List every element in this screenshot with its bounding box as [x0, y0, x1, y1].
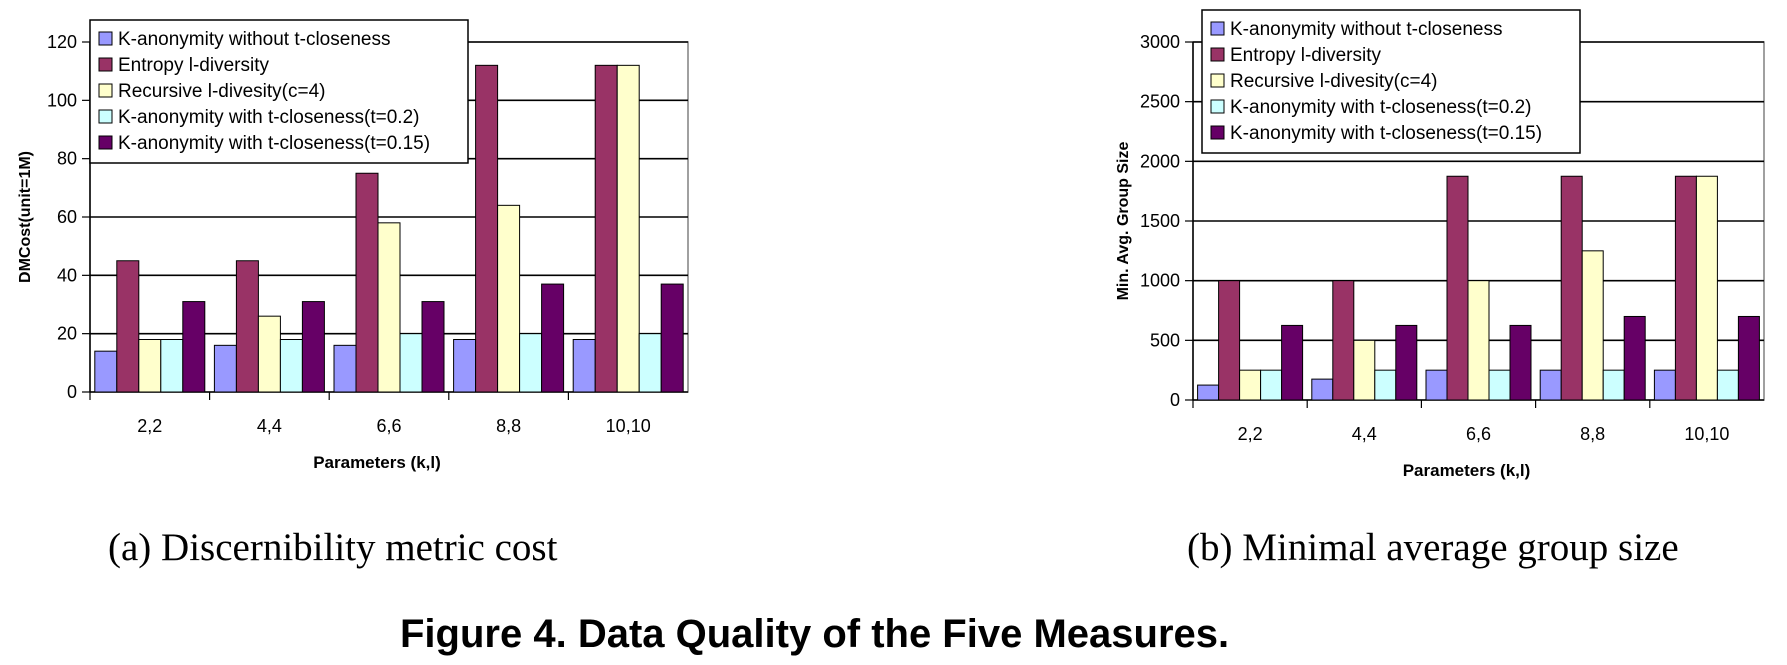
- a-bar-s2-c2: [377, 222, 401, 393]
- a-ytick-label: 120: [47, 32, 77, 52]
- a-legend-label-3: K-anonymity with t-closeness(t=0.2): [118, 107, 419, 128]
- b-ytick-label: 1500: [1140, 211, 1180, 231]
- a-xtick-label: 6,6: [376, 416, 401, 436]
- a-ytick-label: 0: [67, 382, 77, 402]
- b-bar-s3-c4: [1716, 369, 1739, 401]
- a-y-axis-label: DMCost(unit=1M): [17, 151, 34, 283]
- a-ytick-label: 60: [57, 207, 77, 227]
- b-bar-s1-c1: [1332, 280, 1355, 401]
- b-legend-label-4: K-anonymity with t-closeness(t=0.15): [1230, 123, 1542, 144]
- a-xtick-label: 4,4: [257, 416, 282, 436]
- b-y-axis-label: Min. Avg. Group Size: [1115, 141, 1132, 300]
- a-ytick-label: 20: [57, 324, 77, 344]
- b-bar-s2-c0: [1239, 369, 1262, 401]
- b-legend: [1201, 9, 1581, 154]
- a-legend: [89, 19, 469, 164]
- b-xtick-label: 10,10: [1684, 424, 1729, 444]
- a-bar-s2-c4: [616, 64, 640, 393]
- a-bar-s4-c1: [301, 301, 325, 393]
- b-legend-swatch-2: [1210, 73, 1225, 88]
- a-xtick-label: 8,8: [496, 416, 521, 436]
- b-legend-label-2: Recursive l-divesity(c=4): [1230, 71, 1437, 92]
- a-ytick-label: 100: [47, 90, 77, 110]
- b-bar-s0-c4: [1653, 369, 1676, 401]
- figure-caption: Figure 4. Data Quality of the Five Measu…: [400, 612, 1230, 656]
- a-bar-s4-c0: [182, 301, 206, 393]
- b-bar-s0-c1: [1311, 378, 1334, 401]
- caption-a: (a) Discernibility metric cost: [108, 526, 558, 569]
- a-legend-label-0: K-anonymity without t-closeness: [118, 29, 390, 50]
- a-bar-s4-c2: [421, 301, 445, 393]
- b-legend-swatch-3: [1210, 99, 1225, 114]
- a-xtick-label: 10,10: [606, 416, 651, 436]
- b-legend-label-0: K-anonymity without t-closeness: [1230, 19, 1502, 40]
- b-bar-s0-c3: [1539, 369, 1562, 401]
- a-legend-swatch-0: [98, 31, 113, 46]
- b-x-axis-label: Parameters (k,l): [1403, 461, 1531, 480]
- a-x-axis-label: Parameters (k,l): [313, 453, 441, 472]
- chart-dm-cost: 0 20 40 60 80 100 120 2,2 4,4 6,6 8,8 10,10 Paramete…: [17, 19, 689, 472]
- chart-group-size: 0 500 1000 1500 2000 2500 3000 2,2 4,4 6,6 8,8 10,1…: [1115, 9, 1765, 480]
- b-legend-swatch-0: [1210, 21, 1225, 36]
- a-bar-s1-c0: [116, 260, 140, 393]
- a-xtick-label: 2,2: [137, 416, 162, 436]
- a-legend-label-2: Recursive l-divesity(c=4): [118, 81, 325, 102]
- b-xtick-label: 2,2: [1238, 424, 1263, 444]
- b-bar-s1-c2: [1446, 175, 1469, 401]
- b-ytick-label: 500: [1150, 330, 1180, 350]
- b-legend-label-1: Entropy l-diversity: [1230, 45, 1381, 66]
- a-ytick-label: 80: [57, 149, 77, 169]
- b-xtick-label: 6,6: [1466, 424, 1491, 444]
- b-ytick-label: 1000: [1140, 271, 1180, 291]
- a-bar-s4-c4: [660, 283, 684, 393]
- b-bar-s2-c1: [1353, 339, 1376, 401]
- b-bar-s1-c4: [1674, 175, 1697, 401]
- b-bar-s4-c0: [1281, 324, 1304, 401]
- b-bar-s3-c1: [1374, 369, 1397, 401]
- b-ytick-label: 2000: [1140, 151, 1180, 171]
- b-ytick-label: 0: [1170, 390, 1180, 410]
- b-legend-label-3: K-anonymity with t-closeness(t=0.2): [1230, 97, 1531, 118]
- a-legend-swatch-4: [98, 135, 113, 150]
- b-ytick-label: 2500: [1140, 92, 1180, 112]
- b-xtick-label: 4,4: [1352, 424, 1377, 444]
- a-legend-label-4: K-anonymity with t-closeness(t=0.15): [118, 133, 430, 154]
- b-bar-s4-c1: [1395, 324, 1418, 401]
- b-xtick-label: 8,8: [1580, 424, 1605, 444]
- b-bar-s2-c3: [1581, 250, 1604, 401]
- b-bar-s3-c0: [1260, 369, 1283, 401]
- b-bar-s4-c2: [1509, 324, 1532, 401]
- b-bar-s3-c2: [1488, 369, 1511, 401]
- a-legend-label-1: Entropy l-diversity: [118, 55, 269, 76]
- b-legend-swatch-1: [1210, 47, 1225, 62]
- a-bar-s2-c3: [497, 204, 521, 393]
- b-bar-s0-c2: [1425, 369, 1448, 401]
- a-legend-swatch-1: [98, 57, 113, 72]
- caption-b: (b) Minimal average group size: [1187, 526, 1679, 569]
- b-legend-swatch-4: [1210, 125, 1225, 140]
- a-ytick-label: 40: [57, 265, 77, 285]
- a-legend-swatch-3: [98, 109, 113, 124]
- b-bar-s2-c4: [1695, 175, 1718, 401]
- b-ytick-label: 3000: [1140, 32, 1180, 52]
- a-bar-s4-c3: [541, 283, 565, 393]
- b-bar-s3-c3: [1602, 369, 1625, 401]
- b-bar-s4-c4: [1737, 315, 1760, 401]
- b-bar-s1-c3: [1560, 175, 1583, 401]
- b-bar-s2-c2: [1467, 280, 1490, 401]
- b-bar-s4-c3: [1623, 315, 1646, 401]
- b-bar-s0-c0: [1197, 384, 1220, 401]
- b-bar-s1-c0: [1218, 280, 1241, 401]
- a-legend-swatch-2: [98, 83, 113, 98]
